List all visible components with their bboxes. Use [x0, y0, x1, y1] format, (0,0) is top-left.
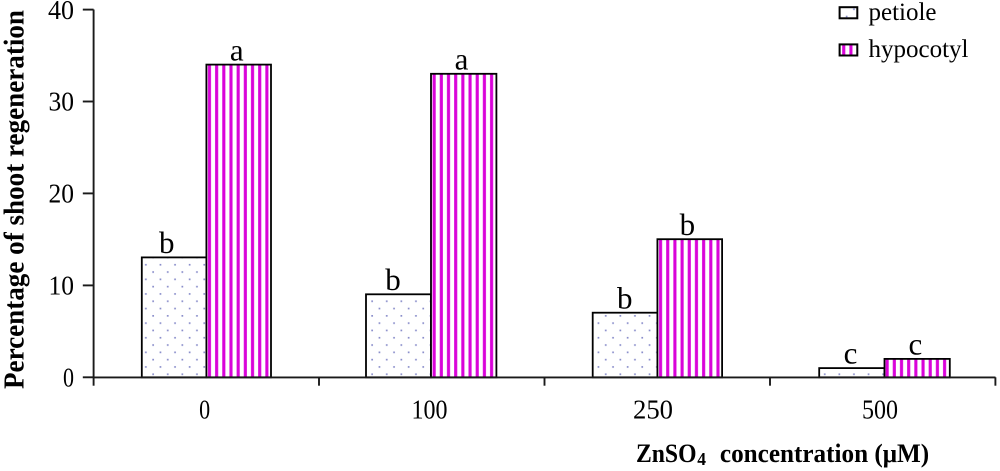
svg-text:c: c: [909, 327, 923, 362]
svg-text:b: b: [159, 225, 175, 260]
svg-text:a: a: [455, 42, 469, 77]
svg-text:b: b: [617, 281, 633, 316]
svg-text:Percentage of shoot regenerati: Percentage of shoot regeneration: [0, 10, 31, 389]
svg-text:0: 0: [63, 363, 74, 393]
svg-text:concentration (μM): concentration (μM): [720, 439, 929, 468]
svg-text:500: 500: [862, 395, 898, 425]
svg-text:b: b: [385, 262, 401, 297]
svg-text:4: 4: [697, 449, 706, 469]
svg-text:40: 40: [48, 0, 74, 25]
svg-text:250: 250: [633, 395, 673, 425]
svg-text:c: c: [844, 336, 858, 371]
svg-text:30: 30: [49, 87, 75, 117]
svg-text:hypocotyl: hypocotyl: [869, 36, 969, 63]
svg-text:b: b: [680, 207, 696, 242]
svg-text:a: a: [230, 33, 244, 68]
svg-text:20: 20: [49, 179, 75, 209]
svg-text:10: 10: [49, 271, 75, 301]
svg-text:petiole: petiole: [869, 0, 937, 26]
svg-text:0: 0: [199, 395, 210, 425]
svg-text:100: 100: [412, 395, 448, 425]
svg-text:ZnSO: ZnSO: [636, 439, 697, 468]
